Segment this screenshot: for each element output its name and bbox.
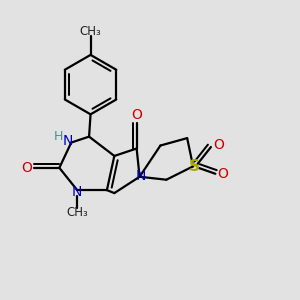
Text: S: S (189, 159, 200, 174)
Text: N: N (63, 134, 74, 148)
Text: O: O (213, 138, 224, 152)
Text: O: O (131, 108, 142, 122)
Text: CH₃: CH₃ (80, 25, 101, 38)
Text: N: N (72, 184, 83, 199)
Text: H: H (54, 130, 63, 142)
Text: O: O (218, 167, 229, 181)
Text: O: O (21, 161, 32, 175)
Text: N: N (136, 169, 146, 183)
Text: CH₃: CH₃ (66, 206, 88, 219)
